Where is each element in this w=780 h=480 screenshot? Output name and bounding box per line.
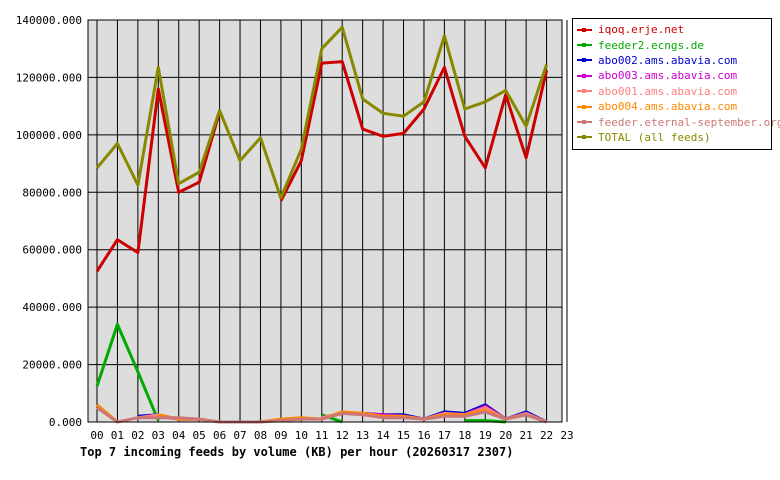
legend-label: TOTAL (all feeds)	[598, 130, 711, 144]
legend-label: feeder2.ecngs.de	[598, 38, 704, 52]
x-axis-labels: 00 01 02 03 04 05 06 07 08 09 10 11 12 13 14 15 16 17 18 19…	[90, 429, 573, 442]
x-tick-label: 16	[417, 429, 430, 442]
x-tick-label: 00	[90, 429, 103, 442]
x-tick-label: 12	[336, 429, 349, 442]
x-tick-label: 23	[560, 429, 573, 442]
legend-item: TOTAL (all feeds)	[577, 130, 771, 145]
x-tick-label: 15	[397, 429, 410, 442]
legend-swatch	[577, 87, 592, 95]
x-tick-label: 01	[111, 429, 124, 442]
legend-label: abo001.ams.abavia.com	[598, 84, 738, 98]
x-tick-label: 19	[479, 429, 492, 442]
legend-item: iqoq.erje.net	[577, 22, 771, 37]
legend-item: abo003.ams.abavia.com	[577, 68, 771, 83]
chart-title: Top 7 incoming feeds by volume (KB) per …	[80, 445, 514, 459]
legend-swatch	[577, 133, 592, 141]
legend-label: abo003.ams.abavia.com	[598, 69, 738, 83]
y-tick-label: 140000.000	[16, 14, 82, 27]
plot-border	[87, 19, 563, 423]
y-tick-label: 80000.000	[22, 186, 82, 199]
legend-swatch	[577, 26, 592, 34]
legend-item: feeder.eternal-september.org	[577, 114, 780, 129]
legend-swatch	[577, 118, 592, 126]
series-line-1	[95, 87, 222, 273]
series-lines	[95, 25, 549, 424]
x-tick-label: 03	[152, 429, 165, 442]
x-tick-label: 02	[131, 429, 144, 442]
y-tick-label: 60000.000	[22, 244, 82, 257]
x-tick-label: 17	[438, 429, 451, 442]
legend-label: iqoq.erje.net	[598, 23, 685, 37]
legend-item: abo004.ams.abavia.com	[577, 99, 771, 114]
series-line-1	[279, 60, 549, 202]
x-tick-label: 18	[458, 429, 471, 442]
legend-label: abo002.ams.abavia.com	[598, 53, 738, 67]
x-tick-label: 09	[274, 429, 287, 442]
x-tick-label: 20	[499, 429, 512, 442]
legend-item: feeder2.ecngs.de	[577, 37, 771, 52]
x-tick-label: 10	[295, 429, 308, 442]
series-line-2	[95, 322, 160, 422]
x-tick-label: 06	[213, 429, 226, 442]
x-tick-label: 05	[193, 429, 206, 442]
legend-swatch	[577, 41, 592, 49]
legend-label: feeder.eternal-september.org	[598, 115, 780, 129]
x-tick-label: 21	[520, 429, 533, 442]
legend-swatch	[577, 56, 592, 64]
x-tick-label: 13	[356, 429, 369, 442]
legend-item: abo002.ams.abavia.com	[577, 53, 771, 68]
x-tick-label: 07	[233, 429, 246, 442]
series-line-7	[96, 406, 548, 424]
x-tick-label: 14	[376, 429, 390, 442]
plot-area	[88, 20, 562, 422]
series-line-8	[95, 25, 549, 200]
legend-label: abo004.ams.abavia.com	[598, 100, 738, 114]
grid-lines	[88, 19, 568, 423]
y-tick-label: 40000.000	[22, 301, 82, 314]
y-axis-labels: 0.000 20000.000 40000.000 60000.000 80000.00…	[16, 14, 82, 429]
x-tick-label: 04	[172, 429, 186, 442]
legend-swatch	[577, 103, 592, 111]
legend-swatch	[577, 72, 592, 80]
y-tick-label: 100000.000	[16, 129, 82, 142]
y-tick-label: 120000.000	[16, 71, 82, 84]
x-tick-label: 08	[254, 429, 267, 442]
y-tick-label: 20000.000	[22, 359, 82, 372]
x-tick-label: 11	[315, 429, 328, 442]
chart-legend: iqoq.erje.net feeder2.ecngs.de abo002.ams.…	[572, 18, 780, 150]
x-tick-label: 22	[540, 429, 553, 442]
y-tick-label: 0.000	[49, 416, 82, 429]
legend-item: abo001.ams.abavia.com	[577, 84, 771, 99]
